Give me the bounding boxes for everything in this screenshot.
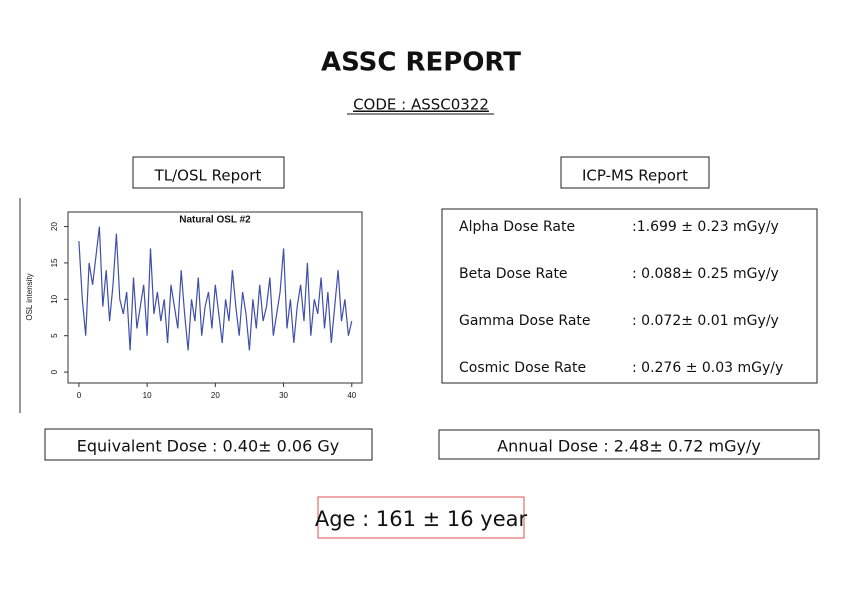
y-tick-label: 10	[50, 294, 59, 303]
dose-value: :1.699 ± 0.23 mGy/y	[632, 219, 779, 235]
section-box	[132, 156, 285, 189]
x-tick-label: 0	[77, 391, 82, 400]
result-box	[438, 429, 820, 460]
x-tick-label: 30	[279, 391, 288, 400]
age-box	[317, 496, 525, 539]
dose-label: Beta Dose Rate	[459, 266, 568, 282]
report-code: CODE : ASSC0322	[353, 96, 489, 114]
section-box	[560, 156, 710, 189]
age: Age : 161 ± 16 year	[315, 507, 528, 531]
annual-dose: Annual Dose : 2.48± 0.72 mGy/y	[497, 437, 761, 456]
y-tick-label: 0	[50, 369, 59, 374]
y-tick-label: 15	[50, 258, 59, 267]
equivalent-dose: Equivalent Dose : 0.40± 0.06 Gy	[77, 437, 339, 456]
y-axis-label: OSL intensity	[25, 273, 34, 320]
chart-title: Natural OSL #2	[179, 215, 251, 226]
dose-label: Gamma Dose Rate	[459, 313, 591, 329]
dose-label: Cosmic Dose Rate	[459, 360, 586, 376]
report-title: ASSC REPORT	[321, 48, 521, 78]
dose-label: Alpha Dose Rate	[459, 219, 575, 235]
dose-value: : 0.276 ± 0.03 mGy/y	[632, 360, 783, 376]
section-label: ICP-MS Report	[582, 167, 688, 185]
osl-chart: Natural OSL #2 OSL intensity 0 10 20 30 40 0 5 10…	[25, 211, 363, 400]
x-tick-label: 20	[211, 391, 220, 400]
x-tick-label: 10	[143, 391, 152, 400]
dose-value: : 0.072± 0.01 mGy/y	[632, 313, 779, 329]
y-tick-label: 5	[50, 333, 59, 338]
dose-value: : 0.088± 0.25 mGy/y	[632, 266, 779, 282]
x-tick-label: 40	[347, 391, 356, 400]
y-tick-label: 20	[50, 222, 59, 231]
dose-rows: Alpha Dose Rate :1.699 ± 0.23 mGy/y Beta D…	[459, 219, 783, 376]
osl-line	[78, 226, 353, 351]
dose-table	[441, 208, 818, 384]
result-box	[44, 428, 373, 461]
section-label: TL/OSL Report	[154, 167, 262, 185]
